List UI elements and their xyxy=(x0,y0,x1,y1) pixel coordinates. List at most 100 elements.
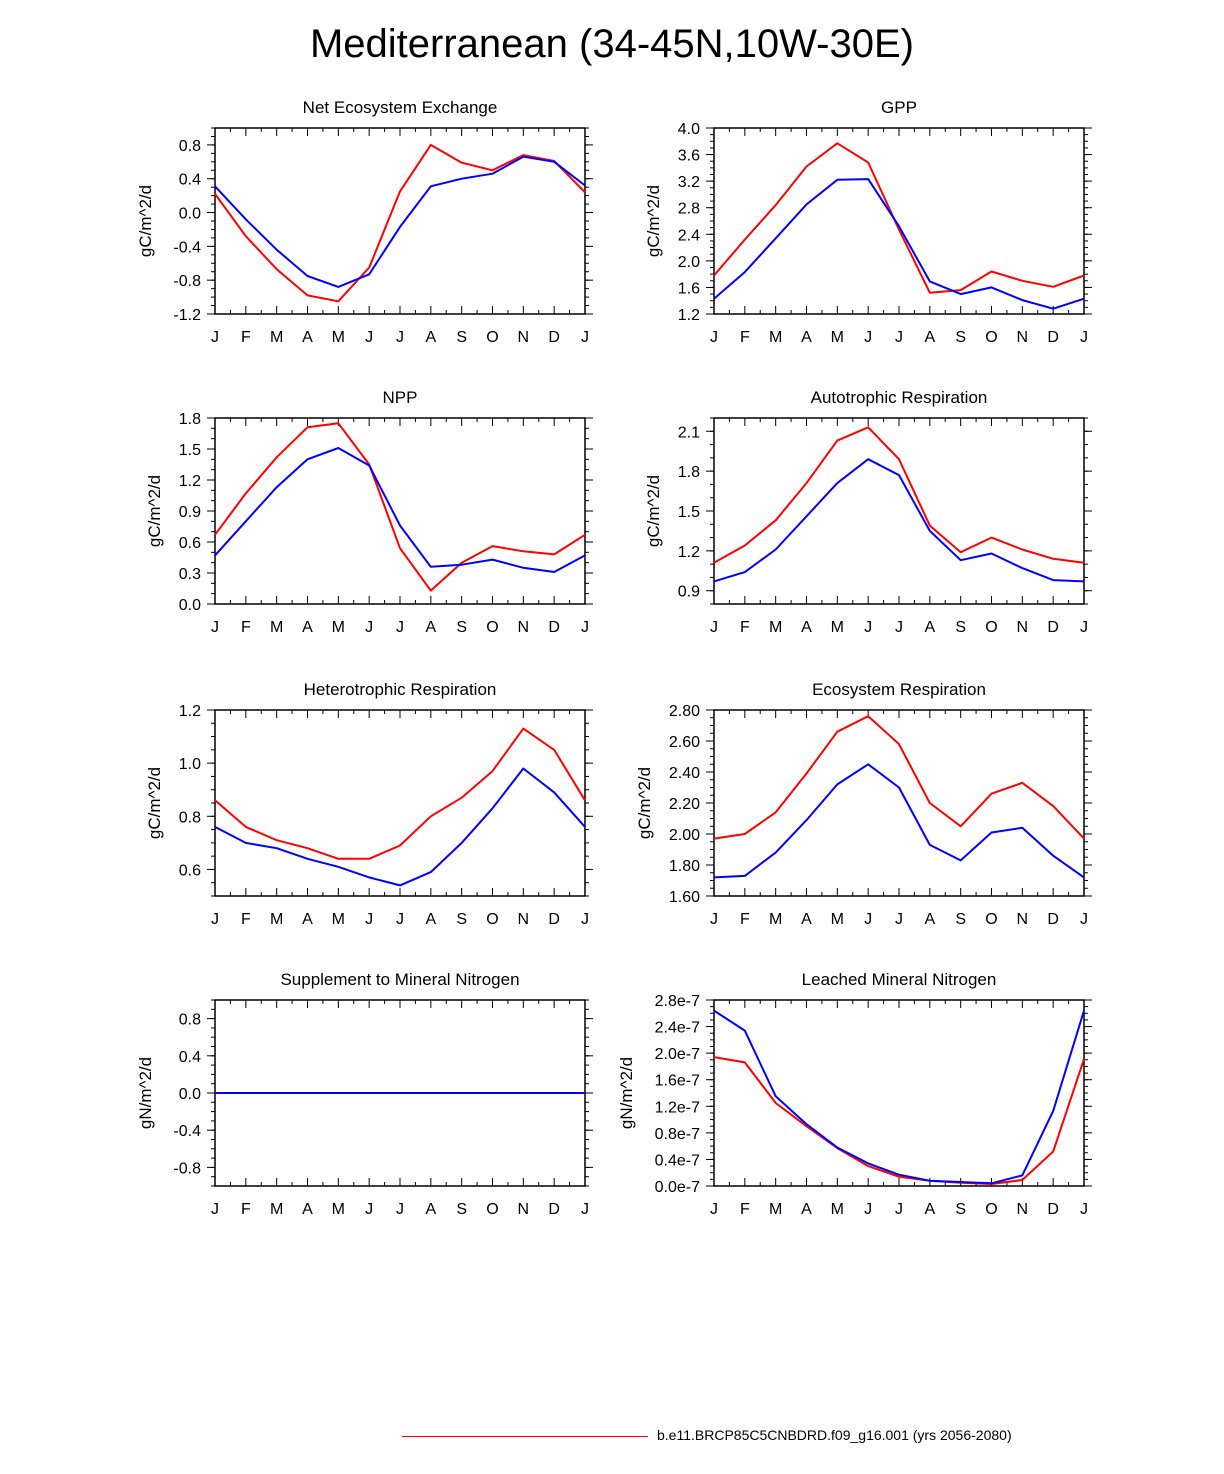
panel-7-title: Supplement to Mineral Nitrogen xyxy=(280,970,519,989)
panel-3-xtick-label: A xyxy=(425,619,436,636)
panel-8-frame xyxy=(713,999,1085,1187)
panel-5-xtick-label: S xyxy=(456,911,467,928)
panel-2-frame xyxy=(713,127,1085,315)
panel-2-xtick-label: J xyxy=(895,329,903,346)
panel-4-frame xyxy=(713,417,1085,605)
panel-3-xtick-label: S xyxy=(456,619,467,636)
panel-2-xtick-label: O xyxy=(985,329,997,346)
panel-4-xtick-label: D xyxy=(1047,619,1059,636)
panel-3-xtick-label: O xyxy=(486,619,498,636)
panel-6-series-red xyxy=(713,715,1085,840)
panel-8-series-blue xyxy=(713,1009,1085,1185)
panel-4-xtick-label: N xyxy=(1017,619,1029,636)
panel-7-ytick-label: 0.0 xyxy=(179,1086,201,1103)
panel-5-xtick-label: J xyxy=(365,911,373,928)
panel-4-xtick-label: O xyxy=(985,619,997,636)
panel-5-ytick-label: 0.8 xyxy=(179,809,201,826)
panel-8-ytick-label: 2.0e-7 xyxy=(655,1046,700,1063)
panel-1-ytick-label: 0.0 xyxy=(179,206,201,223)
panel-4-title: Autotrophic Respiration xyxy=(811,388,988,407)
panel-2-ytick-label: 4.0 xyxy=(678,121,700,138)
panel-1-xtick-label: J xyxy=(365,329,373,346)
panel-1-xtick-label: J xyxy=(211,329,219,346)
panel-8-ytick-label: 1.2e-7 xyxy=(655,1099,700,1116)
panel-4-xtick-label: A xyxy=(801,619,812,636)
panel-2-ytick-label: 1.6 xyxy=(678,280,700,297)
panel-2-series-red xyxy=(713,142,1085,294)
panel-8-xtick-label: D xyxy=(1047,1201,1059,1218)
panel-4-xtick-label: J xyxy=(895,619,903,636)
panel-7-ytick-label: 0.8 xyxy=(179,1012,201,1029)
panel-5-ylabel: gC/m^2/d xyxy=(145,767,164,839)
panel-5-frame xyxy=(214,709,586,897)
panel-3-ytick-label: 0.9 xyxy=(179,504,201,521)
panel-5-xtick-label: J xyxy=(396,911,404,928)
panel-8-xtick-label: J xyxy=(895,1201,903,1218)
panel-1-xtick-label: S xyxy=(456,329,467,346)
panel-7-xtick-label: J xyxy=(211,1201,219,1218)
panel-2-xtick-label: N xyxy=(1017,329,1029,346)
panel-5-ytick-label: 1.2 xyxy=(179,703,201,720)
panel-1-ylabel: gC/m^2/d xyxy=(136,185,155,257)
panel-6-title: Ecosystem Respiration xyxy=(812,680,986,699)
panel-5-xtick-label: O xyxy=(486,911,498,928)
panel-2-ytick-label: 3.2 xyxy=(678,174,700,191)
panel-2-xtick-label: A xyxy=(924,329,935,346)
panel-3-ylabel: gC/m^2/d xyxy=(145,475,164,547)
panel-2-ytick-label: 2.4 xyxy=(678,227,700,244)
panel-8-xtick-label: M xyxy=(769,1201,782,1218)
panel-5-xtick-label: N xyxy=(518,911,530,928)
panel-3-xtick-label: D xyxy=(548,619,560,636)
panel-8-series-red xyxy=(713,1056,1085,1185)
panel-7-xtick-label: F xyxy=(241,1201,251,1218)
panel-8-xtick-label: N xyxy=(1017,1201,1029,1218)
panel-4-xtick-label: M xyxy=(831,619,844,636)
panel-7-ytick-label: 0.4 xyxy=(179,1049,201,1066)
panel-1-xtick-label: N xyxy=(518,329,530,346)
panel-7-xtick-label: M xyxy=(270,1201,283,1218)
panel-7-ytick-label: -0.8 xyxy=(173,1160,201,1177)
panel-4-ytick-label: 0.9 xyxy=(678,584,700,601)
panel-2-xtick-label: D xyxy=(1047,329,1059,346)
panel-6-ytick-label: 2.00 xyxy=(669,827,700,844)
panel-5-ytick-label: 1.0 xyxy=(179,756,201,773)
panel-1-ytick-label: -1.2 xyxy=(173,307,201,324)
panel-4-xtick-label: J xyxy=(1080,619,1088,636)
panel-1-ytick-label: 0.8 xyxy=(179,138,201,155)
panel-4-xtick-label: J xyxy=(864,619,872,636)
panel-6-xtick-label: J xyxy=(895,911,903,928)
panel-2-xtick-label: A xyxy=(801,329,812,346)
panel-2-series-blue xyxy=(713,178,1085,310)
panel-3-xtick-label: N xyxy=(518,619,530,636)
panel-2-title: GPP xyxy=(881,98,917,117)
panel-2-xtick-label: M xyxy=(831,329,844,346)
panel-3-xtick-label: J xyxy=(396,619,404,636)
panel-3-ytick-label: 1.8 xyxy=(179,411,201,428)
panel-6-xtick-label: S xyxy=(955,911,966,928)
panel-5-xtick-label: J xyxy=(211,911,219,928)
panel-8-ytick-label: 2.8e-7 xyxy=(655,993,700,1010)
panel-1-xtick-label: J xyxy=(396,329,404,346)
panel-1-series-blue xyxy=(214,155,586,288)
panel-8-ylabel: gN/m^2/d xyxy=(617,1057,636,1129)
panel-3-xtick-label: J xyxy=(211,619,219,636)
panel-6-ytick-label: 1.80 xyxy=(669,858,700,875)
panel-3-xtick-label: M xyxy=(332,619,345,636)
panel-3-xtick-label: J xyxy=(581,619,589,636)
panel-1-xtick-label: F xyxy=(241,329,251,346)
panel-6-xtick-label: F xyxy=(740,911,750,928)
panel-8-xtick-label: S xyxy=(955,1201,966,1218)
panel-7-ylabel: gN/m^2/d xyxy=(136,1057,155,1129)
panel-6-xtick-label: O xyxy=(985,911,997,928)
panel-2-xtick-label: F xyxy=(740,329,750,346)
panel-7-xtick-label: J xyxy=(365,1201,373,1218)
panel-3-series-blue xyxy=(214,447,586,573)
panel-5-xtick-label: M xyxy=(270,911,283,928)
panel-1-xtick-label: M xyxy=(332,329,345,346)
panel-7-xtick-label: M xyxy=(332,1201,345,1218)
panel-8-ytick-label: 1.6e-7 xyxy=(655,1073,700,1090)
panel-6-xtick-label: A xyxy=(924,911,935,928)
panel-8-xtick-label: M xyxy=(831,1201,844,1218)
panel-6-xtick-label: D xyxy=(1047,911,1059,928)
panel-8-title: Leached Mineral Nitrogen xyxy=(802,970,997,989)
